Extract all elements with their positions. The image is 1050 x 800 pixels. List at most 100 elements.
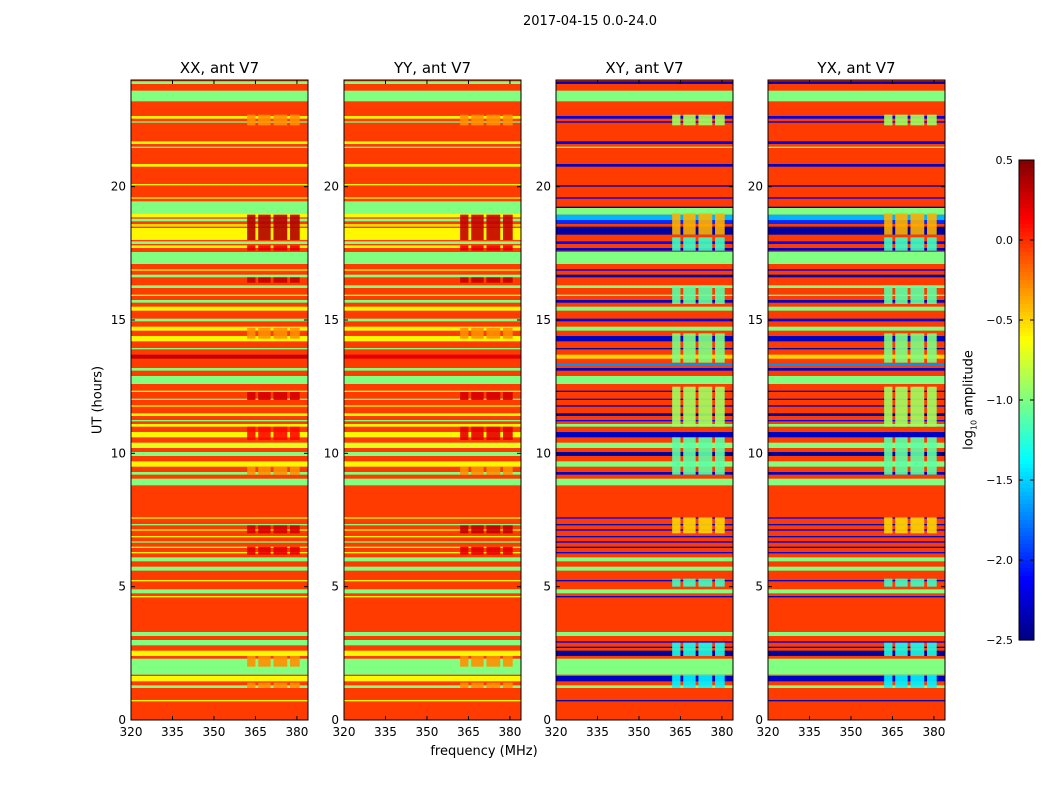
colorbar-segment <box>1019 440 1034 445</box>
rfi-patch <box>486 245 501 251</box>
colorbar-segment <box>1019 324 1034 329</box>
x-tick-label: 365 <box>457 725 480 739</box>
rfi-patch <box>672 578 681 587</box>
heatmap-band <box>344 398 521 400</box>
rfi-patch <box>683 333 696 363</box>
heatmap-band <box>556 580 733 582</box>
colorbar-segment <box>1019 608 1034 613</box>
heatmap-band <box>344 452 521 456</box>
heatmap-band <box>556 632 733 636</box>
rfi-patch <box>683 578 696 587</box>
rfi-patch <box>471 245 484 251</box>
rfi-patch <box>715 285 725 304</box>
rfi-patch <box>715 517 725 534</box>
heatmap-band <box>344 184 521 186</box>
colorbar: 0.5 0.0 −0.5 −1.0 −1.5 −2.0 −2.5 <box>986 154 1035 647</box>
heatmap-band <box>344 529 521 531</box>
rfi-patch <box>290 525 300 534</box>
rfi-patch <box>273 392 288 400</box>
heatmap-band <box>556 398 733 400</box>
colorbar-segment <box>1019 628 1034 633</box>
rfi-patch <box>895 237 908 251</box>
colorbar-segment <box>1019 340 1034 345</box>
colorbar-segment <box>1019 304 1034 309</box>
heatmap-band <box>556 676 733 682</box>
heatmap-band <box>768 596 945 598</box>
heatmap-band <box>131 552 308 554</box>
rfi-patch <box>884 333 893 363</box>
rfi-patch <box>698 578 713 587</box>
colorbar-segment <box>1019 300 1034 305</box>
heatmap-band <box>768 141 945 144</box>
heatmap-band <box>768 81 945 84</box>
colorbar-segment <box>1019 584 1034 589</box>
heatmap-band <box>131 557 308 562</box>
heatmap-band <box>768 536 945 538</box>
rfi-patch <box>460 328 469 339</box>
heatmap-band <box>344 116 521 119</box>
rfi-patch <box>486 682 501 688</box>
heatmap-band <box>768 461 945 467</box>
colorbar-segment <box>1019 592 1034 597</box>
heatmap-band <box>131 81 308 84</box>
rfi-patch <box>290 277 300 283</box>
rfi-patch <box>910 114 925 126</box>
x-tick-label: 380 <box>710 725 733 739</box>
heatmap-band <box>556 90 733 102</box>
rfi-patch <box>471 656 484 667</box>
heatmap-band <box>556 294 733 296</box>
colorbar-segment <box>1019 356 1034 361</box>
rfi-patch <box>927 213 937 235</box>
rfi-patch <box>503 328 513 339</box>
heatmap-band <box>344 424 521 427</box>
heatmap-band <box>344 432 521 438</box>
heatmap-band <box>556 241 733 244</box>
colorbar-segment <box>1019 464 1034 469</box>
heatmap-band <box>131 354 308 359</box>
heatmap-band <box>768 589 945 594</box>
heatmap-band <box>556 452 733 456</box>
heatmap-band <box>556 164 733 167</box>
heatmap-band <box>768 208 945 215</box>
colorbar-segment <box>1019 492 1034 497</box>
rfi-patch <box>698 642 713 656</box>
rfi-patch <box>895 386 908 427</box>
colorbar-segment <box>1019 220 1034 225</box>
heatmap-band <box>131 442 308 448</box>
rfi-patch <box>715 642 725 656</box>
panel-title: YY, ant V7 <box>393 59 471 77</box>
colorbar-segment <box>1019 504 1034 509</box>
heatmap-band <box>556 336 733 342</box>
heatmap-band <box>344 241 521 244</box>
x-tick-label: 365 <box>669 725 692 739</box>
heatmap-band <box>131 121 308 123</box>
heatmap-band <box>131 116 308 119</box>
heatmap-band <box>768 336 945 342</box>
panel-yx: YX, ant V7 320 335 350 365 380 0 5 10 15 20 <box>748 59 946 739</box>
heatmap-band <box>344 685 521 688</box>
rfi-patch <box>683 285 696 304</box>
heatmap-band <box>768 541 945 543</box>
colorbar-segment <box>1019 620 1034 625</box>
colorbar-tick-label: −1.5 <box>986 474 1013 487</box>
rfi-patch <box>895 285 908 304</box>
heatmap-band <box>768 524 945 526</box>
x-axis-label: frequency (MHz) <box>430 744 538 759</box>
rfi-patch <box>683 517 696 534</box>
colorbar-segment <box>1019 428 1034 433</box>
rfi-patch <box>683 237 696 251</box>
x-tick-label: 320 <box>545 725 568 739</box>
rfi-patch <box>258 328 271 339</box>
heatmap-band <box>131 524 308 526</box>
heatmap-band <box>768 478 945 486</box>
heatmap-band <box>131 589 308 594</box>
heatmap-band <box>344 536 521 538</box>
colorbar-segment <box>1019 540 1034 545</box>
heatmap-band <box>768 413 945 416</box>
rfi-patch <box>460 525 469 534</box>
colorbar-segment <box>1019 528 1034 533</box>
rfi-patch <box>258 525 271 534</box>
rfi-patch <box>460 214 469 240</box>
heatmap-band <box>768 557 945 562</box>
rfi-patch <box>258 214 271 240</box>
